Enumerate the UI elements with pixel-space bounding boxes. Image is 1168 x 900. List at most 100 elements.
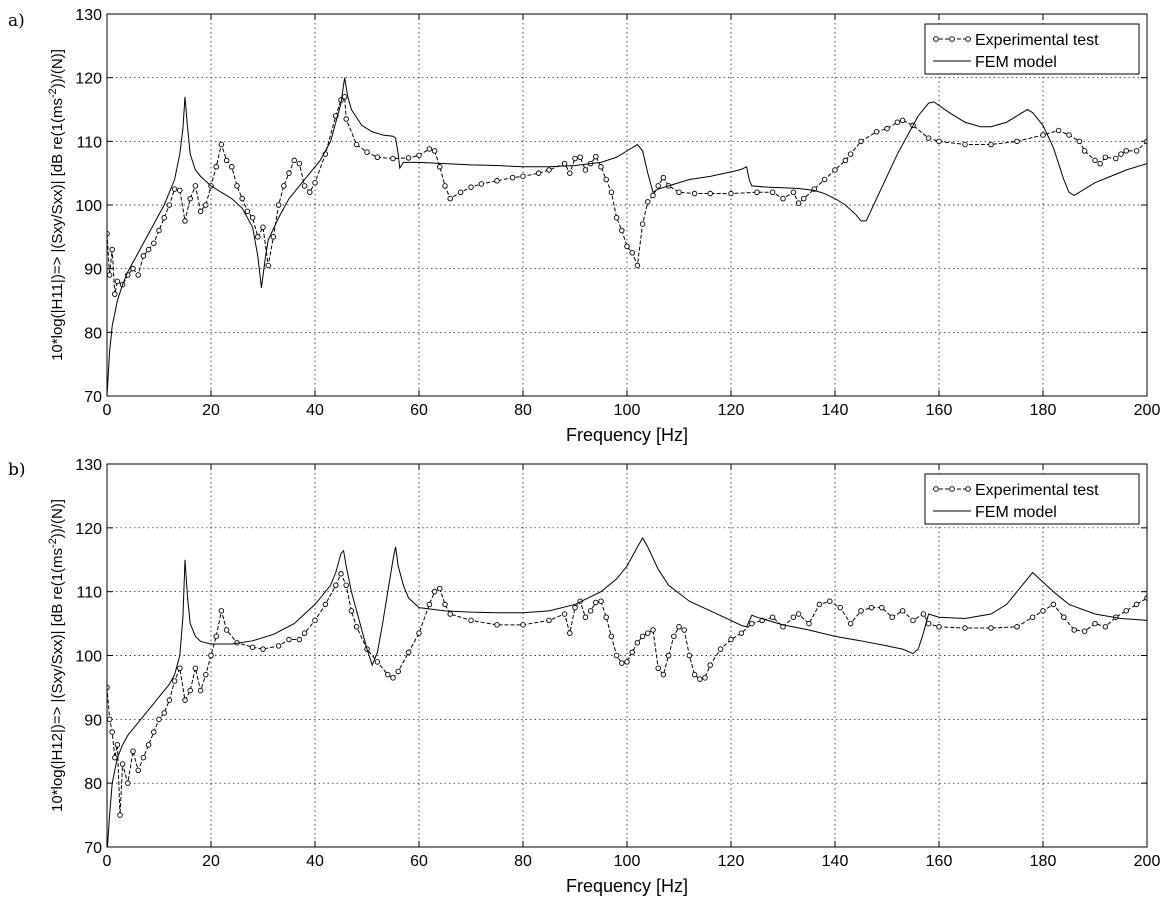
data-point bbox=[728, 190, 734, 197]
data-point bbox=[827, 598, 833, 604]
data-point bbox=[858, 608, 864, 614]
data-point bbox=[619, 227, 625, 234]
data-point bbox=[889, 614, 895, 620]
data-point bbox=[286, 170, 292, 176]
y-tick-label: 120 bbox=[75, 521, 102, 538]
data-point bbox=[572, 604, 578, 611]
data-point bbox=[728, 636, 734, 643]
y-tick-label: 70 bbox=[84, 389, 102, 406]
y-tick-label: 110 bbox=[76, 585, 102, 602]
data-point bbox=[837, 604, 843, 611]
data-point bbox=[567, 630, 573, 636]
data-point bbox=[385, 671, 391, 678]
y-axis-label: 10*log(|H11|)=> |(Sxy/Sxx)| [dB re(1(ms-… bbox=[47, 49, 66, 361]
data-point bbox=[447, 611, 453, 617]
data-point bbox=[203, 202, 209, 208]
data-point bbox=[223, 627, 230, 633]
data-point bbox=[936, 138, 942, 145]
data-point bbox=[192, 183, 199, 189]
data-point bbox=[899, 117, 906, 124]
data-point bbox=[1066, 132, 1072, 138]
data-point bbox=[1097, 160, 1103, 167]
data-point bbox=[161, 214, 167, 221]
data-point bbox=[187, 195, 193, 202]
data-point bbox=[260, 646, 266, 652]
data-point bbox=[1133, 601, 1140, 608]
data-point bbox=[707, 190, 713, 197]
data-point bbox=[925, 135, 932, 141]
data-point bbox=[613, 652, 620, 659]
data-point bbox=[468, 617, 474, 624]
data-point bbox=[634, 639, 641, 646]
x-tick-label: 120 bbox=[718, 402, 745, 419]
data-point bbox=[187, 687, 193, 694]
x-tick-label: 40 bbox=[306, 853, 324, 870]
data-point bbox=[587, 608, 594, 614]
data-point bbox=[426, 146, 433, 152]
data-point bbox=[218, 141, 225, 148]
data-point bbox=[894, 119, 901, 125]
x-tick-label: 60 bbox=[410, 402, 428, 419]
x-tick-label: 200 bbox=[1134, 853, 1161, 870]
y-axis-label-tail: ))/(N)] bbox=[49, 49, 66, 88]
axes-frame bbox=[106, 463, 1148, 848]
data-point bbox=[1092, 157, 1098, 164]
data-point bbox=[655, 665, 661, 672]
data-point bbox=[1102, 154, 1109, 160]
data-point bbox=[405, 649, 412, 656]
data-point bbox=[624, 243, 630, 250]
data-point bbox=[925, 620, 932, 627]
data-point bbox=[790, 614, 797, 620]
data-point bbox=[801, 195, 807, 202]
data-point bbox=[353, 141, 360, 148]
data-point bbox=[135, 272, 141, 278]
data-point bbox=[135, 767, 141, 774]
data-point bbox=[910, 617, 916, 624]
data-point bbox=[520, 622, 526, 628]
data-point bbox=[936, 624, 942, 630]
series-line-fem-model bbox=[107, 537, 1147, 847]
data-point bbox=[795, 611, 802, 617]
data-point bbox=[567, 170, 573, 176]
data-point bbox=[691, 190, 698, 197]
data-point bbox=[676, 189, 682, 196]
data-point bbox=[868, 604, 875, 611]
data-point bbox=[629, 649, 635, 656]
data-point bbox=[390, 675, 396, 681]
data-point bbox=[650, 627, 656, 633]
y-tick-label: 120 bbox=[75, 71, 102, 88]
y-tick-label: 80 bbox=[84, 776, 102, 793]
data-point bbox=[1081, 628, 1088, 634]
legend-label: Experimental test bbox=[975, 482, 1099, 499]
series-fem bbox=[107, 537, 1147, 847]
data-point bbox=[655, 183, 661, 189]
data-point bbox=[117, 812, 123, 818]
data-point bbox=[842, 157, 849, 164]
data-point bbox=[494, 622, 500, 628]
data-point bbox=[416, 152, 422, 159]
data-point bbox=[603, 176, 609, 183]
data-point bbox=[1061, 614, 1067, 620]
x-tick-label: 180 bbox=[1030, 402, 1057, 419]
data-point bbox=[107, 684, 110, 691]
panel-label: b) bbox=[8, 460, 26, 480]
data-point bbox=[197, 208, 204, 215]
panel-label: a) bbox=[8, 11, 25, 31]
data-point bbox=[1055, 127, 1062, 134]
data-point bbox=[572, 155, 578, 162]
series-experimental bbox=[107, 94, 1147, 297]
y-axis-label-tail: ))/(N)] bbox=[49, 499, 66, 538]
legend: Experimental test FEM model bbox=[924, 473, 1140, 525]
data-point bbox=[125, 780, 131, 786]
data-point bbox=[494, 178, 500, 184]
data-point bbox=[665, 652, 672, 659]
data-point bbox=[244, 208, 251, 215]
data-point bbox=[593, 599, 599, 606]
data-point bbox=[1014, 624, 1020, 630]
data-point bbox=[645, 630, 651, 636]
y-axis-label: 10*log(|H12|)=> |(Sxy/Sxx)| [dB re(1(ms-… bbox=[47, 499, 66, 812]
data-point bbox=[255, 234, 261, 240]
x-tick-label: 80 bbox=[514, 402, 532, 419]
data-point bbox=[166, 697, 173, 703]
data-point bbox=[286, 636, 292, 643]
